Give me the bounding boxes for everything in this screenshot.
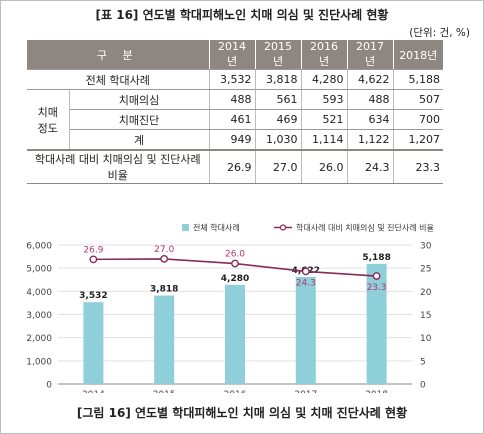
y-left-tick-label: 1,000 xyxy=(26,357,52,367)
figure-title: [그림 16] 연도별 학대피해노인 치매 의심 및 치매 진단사례 현황 xyxy=(76,406,408,420)
row-label: 학대사례 대비 치매의심 및 진단사례 비율 xyxy=(27,150,209,184)
table-row: 학대사례 대비 치매의심 및 진단사례 비율 26.9 27.0 26.0 24… xyxy=(27,150,443,184)
table-cell: 4,280 xyxy=(300,69,347,90)
ratio-point xyxy=(89,255,98,264)
bar-value-label: 5,188 xyxy=(362,253,390,263)
ratio-value-label: 27.0 xyxy=(154,245,174,255)
table-unit: (단위: 건, %) xyxy=(409,27,470,39)
ratio-value-label: 24.3 xyxy=(296,278,316,288)
header-cell: 2016년 xyxy=(300,40,347,70)
y-left-tick-label: 4,000 xyxy=(26,288,52,298)
y-right-tick-label: 30 xyxy=(420,242,432,252)
table-cell: 1,207 xyxy=(392,129,443,151)
y-right-tick-label: 20 xyxy=(420,288,432,298)
bar-value-label: 4,280 xyxy=(221,274,249,284)
table-cell: 461 xyxy=(208,109,255,130)
row-label: 치매진단 xyxy=(69,109,209,130)
table-cell: 507 xyxy=(392,89,443,110)
y-left-tick-label: 2,000 xyxy=(26,334,52,344)
legend-line-label: 학대사례 대비 치매의심 및 진단사례 비율 xyxy=(296,223,434,233)
legend-line-marker xyxy=(279,224,287,231)
bar xyxy=(83,302,104,384)
table-cell: 3,818 xyxy=(254,69,301,90)
row-label: 전체 학대사례 xyxy=(27,69,209,90)
table-cell: 24.3 xyxy=(346,150,393,184)
ratio-point xyxy=(372,272,381,280)
table-cell: 23.3 xyxy=(392,150,443,184)
bar-value-label: 3,532 xyxy=(79,291,107,301)
table-cell: 4,622 xyxy=(346,69,393,90)
y-left-tick-label: 6,000 xyxy=(26,242,52,252)
table-title: [표 16] 연도별 학대피해노인 치매 의심 및 진단사례 현황 xyxy=(95,8,389,22)
bar xyxy=(154,295,175,384)
ratio-point xyxy=(160,255,169,263)
header-cell: 2015년 xyxy=(254,40,301,70)
bar xyxy=(225,284,245,384)
y-right-tick-label: 25 xyxy=(420,265,431,275)
legend-bar-swatch xyxy=(182,224,189,231)
table-cell: 3,532 xyxy=(208,69,255,90)
ratio-point xyxy=(301,267,310,276)
x-tick-label: 2014 xyxy=(82,390,105,393)
y-right-tick-label: 5 xyxy=(420,357,426,367)
combo-chart: 0 1,000 2,000 3,000 4,000 5,000 6,000 0 5 10 15 20 2… xyxy=(26,223,434,394)
ratio-value-label: 26.0 xyxy=(225,250,245,260)
table-cell: 1,030 xyxy=(254,129,301,151)
table-cell: 26.0 xyxy=(300,150,347,184)
y-right-tick-label: 10 xyxy=(420,334,432,344)
header-cell: 구 분 xyxy=(27,40,209,70)
y-left-tick-label: 5,000 xyxy=(26,265,52,275)
table-cell: 634 xyxy=(346,109,393,130)
bar-value-label: 3,818 xyxy=(150,285,178,295)
table-cell: 1,122 xyxy=(346,129,393,151)
table-row: 치매 정도 치매의심 488 561 593 488 507 xyxy=(27,89,443,151)
table-cell: 700 xyxy=(392,109,443,130)
table-cell: 521 xyxy=(300,109,347,130)
table-row: 계 949 1,030 1,114 1,122 1,207 xyxy=(27,129,443,151)
table-cell: 593 xyxy=(300,89,347,110)
ratio-value-label: 23.3 xyxy=(367,283,387,293)
x-tick-label: 2015 xyxy=(153,390,176,393)
group-label: 치매 정도 xyxy=(27,89,70,151)
header-cell: 2017년 xyxy=(346,40,393,70)
header-cell: 2018년 xyxy=(392,40,443,70)
table-cell: 561 xyxy=(254,89,301,110)
bar xyxy=(295,276,316,384)
row-label: 치매의심 xyxy=(69,89,209,110)
table-header-row: 구 분 2014년 2015년 2016년 2017년 2018년 xyxy=(27,40,443,70)
ratio-point xyxy=(231,259,239,268)
bar xyxy=(366,263,387,384)
legend-bar-label: 전체 학대사례 xyxy=(193,223,240,233)
y-right-tick-label: 0 xyxy=(420,381,426,391)
y-right-tick-label: 15 xyxy=(420,311,431,321)
table-row: 전체 학대사례 3,532 3,818 4,280 4,622 5,188 xyxy=(27,69,443,90)
table-cell: 469 xyxy=(254,109,301,130)
y-left-tick-label: 3,000 xyxy=(26,311,52,321)
x-tick-label: 2018 xyxy=(365,390,388,393)
table-cell: 27.0 xyxy=(254,150,301,184)
table-cell: 949 xyxy=(208,129,255,151)
table-cell: 26.9 xyxy=(208,150,255,184)
x-tick-label: 2016 xyxy=(224,390,247,393)
table-cell: 488 xyxy=(346,89,393,110)
table-cell: 488 xyxy=(208,89,255,110)
table-row: 치매진단 461 469 521 634 700 xyxy=(27,109,443,130)
table-cell: 5,188 xyxy=(392,69,443,90)
ratio-value-label: 26.9 xyxy=(83,245,103,255)
row-label: 계 xyxy=(69,129,209,151)
x-tick-label: 2017 xyxy=(294,390,317,393)
stats-table: 구 분 2014년 2015년 2016년 2017년 2018년 전체 학대사… xyxy=(27,40,443,184)
header-cell: 2014년 xyxy=(208,40,255,70)
table-cell: 1,114 xyxy=(300,129,347,151)
y-left-tick-label: 0 xyxy=(46,381,52,391)
